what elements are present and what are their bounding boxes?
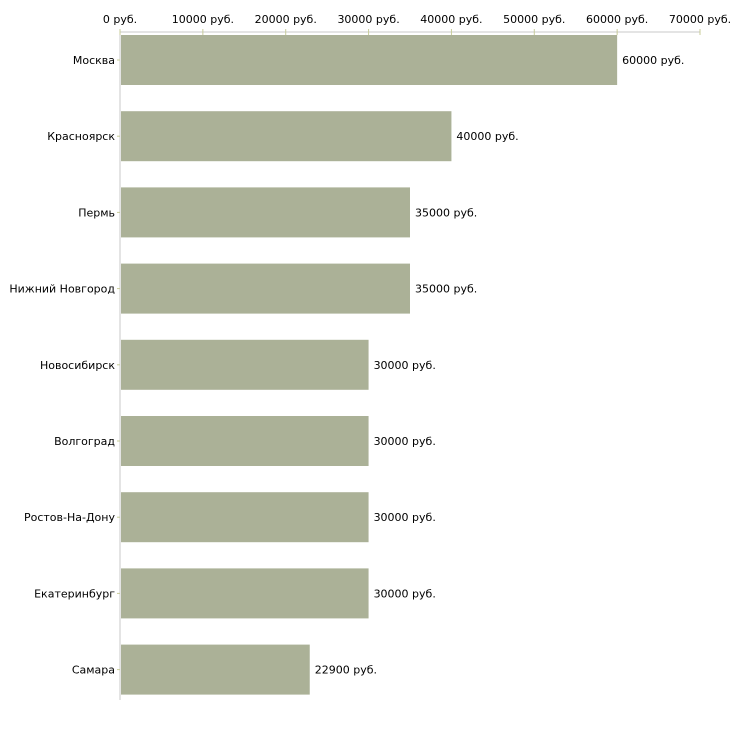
- value-label: 30000 руб.: [374, 511, 436, 524]
- category-label: Волгоград: [54, 435, 115, 448]
- bar: [121, 568, 369, 619]
- x-tick-label: 60000 руб.: [586, 13, 648, 26]
- category-label: Нижний Новгород: [9, 283, 115, 296]
- bar: [121, 416, 369, 466]
- bar: [121, 35, 618, 85]
- category-label: Москва: [73, 54, 115, 67]
- x-tick-label: 20000 руб.: [255, 13, 317, 26]
- x-tick-label: 0 руб.: [103, 13, 137, 26]
- value-label: 35000 руб.: [415, 206, 477, 219]
- bar: [121, 644, 310, 695]
- x-tick-label: 40000 руб.: [420, 13, 482, 26]
- value-label: 60000 руб.: [622, 54, 684, 67]
- category-label: Самара: [72, 664, 115, 677]
- x-tick-label: 70000 руб.: [669, 13, 730, 26]
- x-tick-label: 50000 руб.: [503, 13, 565, 26]
- category-label: Новосибирск: [40, 359, 115, 372]
- value-label: 30000 руб.: [374, 359, 436, 372]
- category-label: Ростов-На-Дону: [24, 511, 115, 524]
- bar: [121, 111, 452, 162]
- category-label: Екатеринбург: [34, 587, 115, 600]
- bar: [121, 492, 369, 543]
- category-label: Красноярск: [47, 130, 115, 143]
- x-tick-label: 30000 руб.: [337, 13, 399, 26]
- bar: [121, 263, 410, 314]
- value-label: 22900 руб.: [315, 664, 377, 677]
- category-label: Пермь: [78, 206, 115, 219]
- value-label: 30000 руб.: [374, 435, 436, 448]
- x-tick-label: 10000 руб.: [172, 13, 234, 26]
- bar: [121, 187, 410, 238]
- bar: [121, 339, 369, 390]
- value-label: 30000 руб.: [374, 587, 436, 600]
- value-label: 35000 руб.: [415, 283, 477, 296]
- value-label: 40000 руб.: [456, 130, 518, 143]
